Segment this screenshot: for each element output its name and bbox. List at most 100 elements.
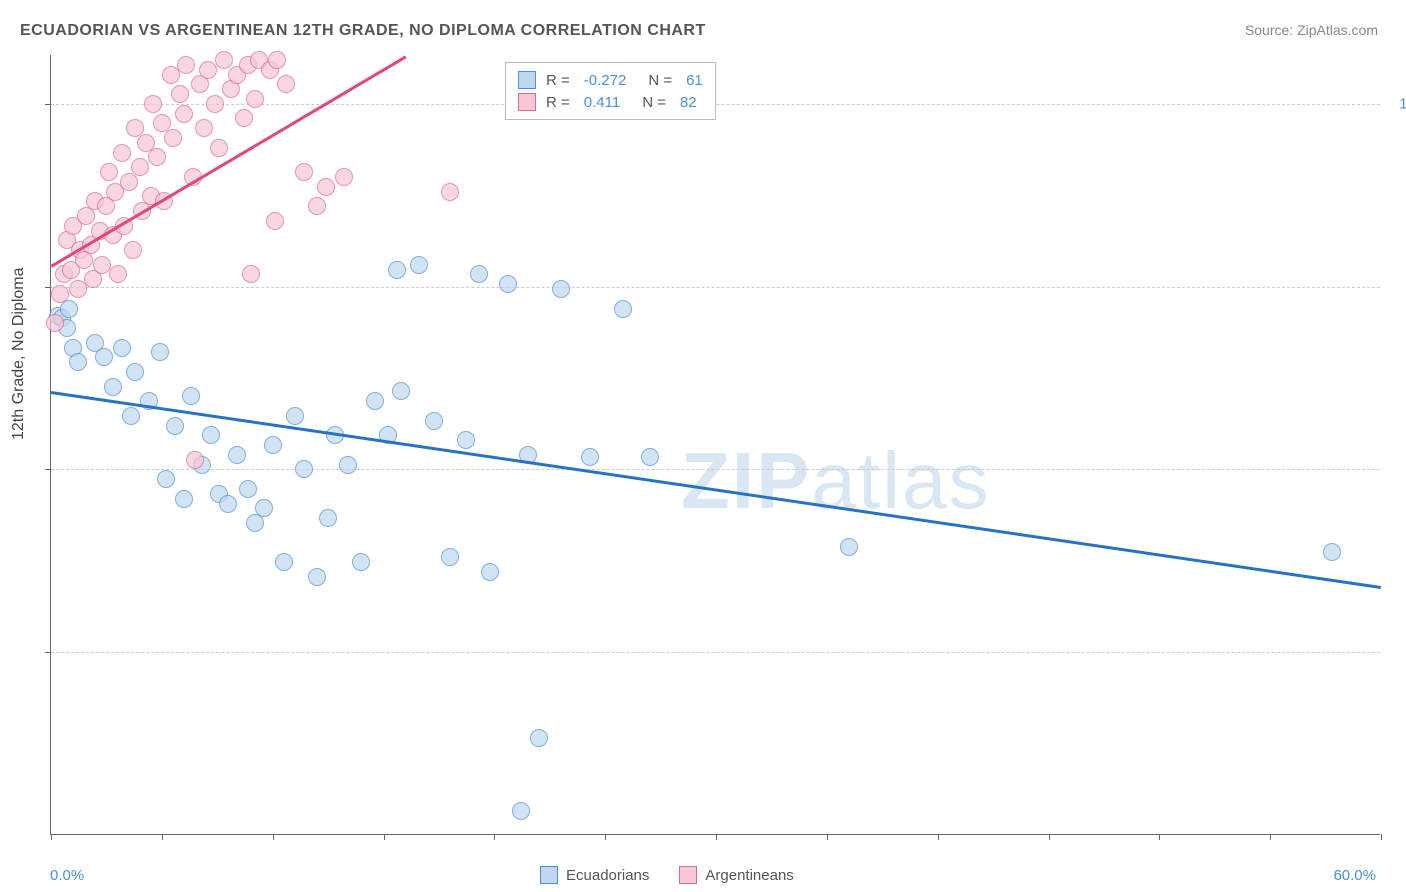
scatter-point (46, 314, 64, 332)
scatter-point (51, 285, 69, 303)
correlation-chart: ECUADORIAN VS ARGENTINEAN 12TH GRADE, NO… (0, 0, 1406, 892)
scatter-point (166, 417, 184, 435)
scatter-point (339, 456, 357, 474)
x-tick (716, 834, 717, 840)
x-tick (605, 834, 606, 840)
scatter-point (277, 75, 295, 93)
scatter-point (215, 51, 233, 69)
scatter-point (264, 436, 282, 454)
scatter-point (441, 548, 459, 566)
scatter-point (552, 280, 570, 298)
scatter-point (457, 431, 475, 449)
y-axis-label: 12th Grade, No Diploma (10, 267, 28, 440)
scatter-point (840, 538, 858, 556)
series-legend: Ecuadorians Argentineans (540, 866, 794, 884)
r-label: R = (546, 94, 570, 111)
scatter-point (308, 197, 326, 215)
y-tick (45, 287, 51, 288)
y-tick (45, 652, 51, 653)
legend-swatch (518, 71, 536, 89)
x-tick (273, 834, 274, 840)
x-tick (51, 834, 52, 840)
x-axis-min-label: 0.0% (50, 867, 84, 884)
scatter-point (182, 387, 200, 405)
scatter-point (175, 490, 193, 508)
r-value: -0.272 (584, 72, 627, 89)
scatter-point (148, 148, 166, 166)
x-tick (827, 834, 828, 840)
y-tick-label: 77.5% (1390, 644, 1406, 661)
scatter-point (641, 448, 659, 466)
legend-swatch (679, 866, 697, 884)
scatter-point (319, 509, 337, 527)
y-tick-label: 100.0% (1390, 95, 1406, 112)
scatter-point (151, 343, 169, 361)
scatter-point (219, 495, 237, 513)
scatter-point (104, 378, 122, 396)
r-value: 0.411 (584, 94, 620, 111)
scatter-point (530, 729, 548, 747)
scatter-point (120, 173, 138, 191)
scatter-point (113, 144, 131, 162)
scatter-point (392, 382, 410, 400)
x-tick (494, 834, 495, 840)
stats-legend-row: R = 0.411 N = 82 (518, 91, 703, 113)
scatter-point (202, 426, 220, 444)
y-tick-label: 92.5% (1390, 278, 1406, 295)
x-tick (1159, 834, 1160, 840)
scatter-point (352, 553, 370, 571)
scatter-point (126, 363, 144, 381)
n-value: 61 (686, 72, 703, 89)
scatter-point (275, 553, 293, 571)
scatter-point (425, 412, 443, 430)
n-label: N = (642, 94, 666, 111)
n-label: N = (648, 72, 672, 89)
scatter-point (255, 499, 273, 517)
scatter-point (499, 275, 517, 293)
chart-source: Source: ZipAtlas.com (1245, 22, 1378, 38)
scatter-point (175, 105, 193, 123)
scatter-point (1323, 543, 1341, 561)
y-tick (45, 104, 51, 105)
legend-item: Ecuadorians (540, 866, 649, 884)
n-value: 82 (680, 94, 697, 111)
scatter-point (317, 178, 335, 196)
scatter-point (131, 158, 149, 176)
scatter-point (100, 163, 118, 181)
gridline (51, 652, 1380, 653)
watermark: ZIPatlas (681, 435, 990, 527)
scatter-point (177, 56, 195, 74)
scatter-point (308, 568, 326, 586)
scatter-point (195, 119, 213, 137)
scatter-point (69, 353, 87, 371)
scatter-point (481, 563, 499, 581)
y-tick-label: 85.0% (1390, 461, 1406, 478)
scatter-point (235, 109, 253, 127)
chart-title: ECUADORIAN VS ARGENTINEAN 12TH GRADE, NO… (20, 22, 706, 40)
scatter-point (95, 348, 113, 366)
scatter-point (335, 168, 353, 186)
scatter-point (124, 241, 142, 259)
stats-legend: R = -0.272 N = 61 R = 0.411 N = 82 (505, 62, 716, 120)
x-tick (1381, 834, 1382, 840)
scatter-point (210, 139, 228, 157)
scatter-point (512, 802, 530, 820)
scatter-point (268, 51, 286, 69)
legend-label: Argentineans (705, 867, 793, 884)
legend-swatch (518, 93, 536, 111)
scatter-point (239, 480, 257, 498)
scatter-point (242, 265, 260, 283)
x-tick (1270, 834, 1271, 840)
stats-legend-row: R =-0.272N =61 (518, 69, 703, 91)
plot-area: ZIPatlas 77.5%85.0%92.5%100.0% (50, 55, 1380, 835)
scatter-point (171, 85, 189, 103)
scatter-point (470, 265, 488, 283)
x-tick (1049, 834, 1050, 840)
scatter-point (164, 129, 182, 147)
scatter-point (228, 446, 246, 464)
scatter-point (122, 407, 140, 425)
scatter-point (441, 183, 459, 201)
gridline (51, 287, 1380, 288)
scatter-point (246, 90, 264, 108)
x-tick (938, 834, 939, 840)
